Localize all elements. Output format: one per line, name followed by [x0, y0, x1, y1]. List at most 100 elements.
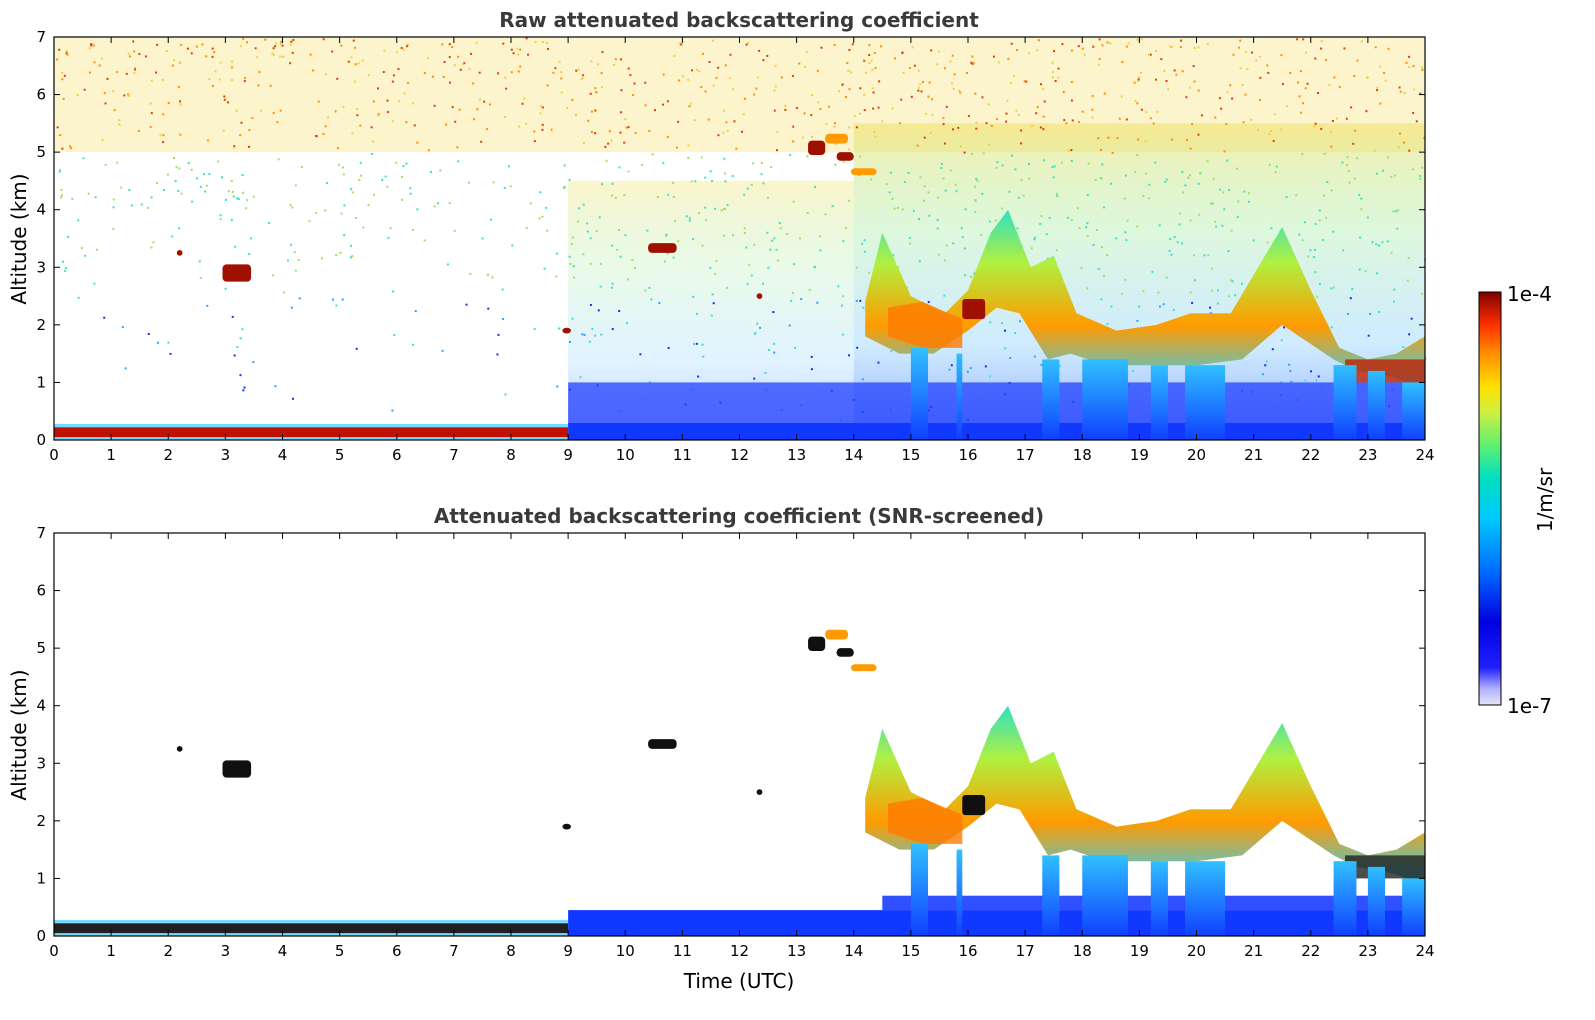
x-tick-label: 21	[1244, 942, 1263, 960]
y-tick-label: 2	[36, 316, 46, 334]
y-tick-label: 1	[36, 373, 46, 391]
x-tick-label: 10	[616, 446, 635, 464]
x-tick-label: 6	[392, 942, 402, 960]
x-tick-label: 24	[1415, 446, 1434, 464]
x-tick-label: 5	[335, 446, 345, 464]
y-tick-label: 7	[36, 524, 46, 542]
cloud-patch	[808, 140, 826, 156]
x-tick-label: 1	[106, 446, 116, 464]
x-tick-label: 11	[673, 942, 692, 960]
precip-column	[1367, 370, 1386, 440]
y-tick-label: 5	[36, 639, 46, 657]
cloud-patch	[562, 823, 571, 830]
x-tick-label: 20	[1187, 942, 1206, 960]
colorbar-scale	[1478, 291, 1502, 706]
x-tick-label: 12	[730, 446, 749, 464]
x-axis: 0 1 2 3 4 5 6 7 8 9 10 11 12 13 14 15 16 17 18 19 20 21 22 23 24	[49, 37, 1435, 464]
low-echo	[568, 910, 1425, 936]
x-tick-label: 12	[730, 942, 749, 960]
x-tick-label: 19	[1130, 942, 1149, 960]
precip-column	[1150, 861, 1168, 936]
precip-column	[1333, 861, 1357, 936]
x-tick-label: 7	[449, 446, 459, 464]
y-tick-label: 3	[36, 258, 46, 276]
raw-backscatter-panel: Raw attenuated backscattering coefficien…	[7, 8, 1435, 464]
cloud-patch	[836, 152, 854, 161]
x-tick-label: 3	[221, 446, 231, 464]
aerosol-core	[54, 427, 569, 438]
cloud-patch	[756, 293, 763, 299]
plot-frame	[53, 36, 1426, 441]
precip-column	[1333, 365, 1357, 440]
y-axis-label: Altitude (km)	[7, 669, 31, 800]
cloud-patch	[962, 794, 986, 816]
cloud-patch	[836, 648, 854, 657]
colorbar-unit-label: 1/m/sr	[1533, 467, 1557, 532]
precip-column	[1185, 365, 1226, 440]
precip-column	[1042, 855, 1060, 936]
precip-column	[1402, 878, 1425, 936]
cloud-system	[865, 705, 1425, 885]
x-tick-label: 17	[1016, 446, 1035, 464]
y-tick-label: 0	[36, 927, 46, 945]
low-echo	[568, 422, 1425, 440]
x-tick-label: 22	[1301, 942, 1320, 960]
y-tick-label: 6	[36, 86, 46, 104]
x-tick-label: 13	[787, 942, 806, 960]
low-noise-band	[568, 382, 1425, 423]
cloud-patch	[562, 327, 571, 334]
plot-frame	[53, 532, 1426, 937]
precip-column	[910, 347, 929, 440]
x-tick-label: 14	[844, 446, 863, 464]
cloud-patch	[176, 250, 183, 256]
x-tick-label: 16	[958, 446, 977, 464]
precip-column	[1185, 861, 1226, 936]
x-tick-label: 4	[278, 942, 288, 960]
chart-title: Attenuated backscattering coefficient (S…	[434, 504, 1044, 528]
x-tick-label: 18	[1073, 942, 1092, 960]
x-tick-label: 7	[449, 942, 459, 960]
x-tick-label: 24	[1415, 942, 1434, 960]
x-tick-label: 0	[49, 446, 59, 464]
precip-column	[1082, 359, 1128, 440]
x-tick-label: 8	[506, 942, 516, 960]
x-tick-label: 4	[278, 446, 288, 464]
y-tick-label: 0	[36, 431, 46, 449]
x-axis: 0 1 2 3 4 5 6 7 8 9 10 11 12 13 14 15 16 17 18 19 20 21 22 23 24	[49, 533, 1435, 960]
precip-column	[910, 843, 929, 936]
cloud-core	[888, 797, 963, 844]
precip-column	[1402, 382, 1425, 440]
plot-area	[54, 37, 1427, 440]
precip-column	[1042, 359, 1060, 440]
precip-column	[956, 849, 963, 936]
x-tick-label: 20	[1187, 446, 1206, 464]
cloud-patch	[756, 789, 763, 795]
x-tick-label: 21	[1244, 446, 1263, 464]
x-axis-label: Time (UTC)	[683, 969, 795, 993]
cloud-patch	[222, 760, 252, 778]
x-tick-label: 2	[163, 942, 173, 960]
x-tick-label: 14	[844, 942, 863, 960]
y-axis-label: Altitude (km)	[7, 173, 31, 304]
colorbar: 1e-4 1e-7 1/m/sr	[1478, 282, 1557, 718]
noise-speckle	[56, 37, 1427, 436]
cloud-system	[865, 209, 1425, 389]
x-tick-label: 17	[1016, 942, 1035, 960]
cloud-patch	[648, 243, 677, 253]
x-tick-label: 1	[106, 942, 116, 960]
x-tick-label: 6	[392, 446, 402, 464]
cloud-patch	[962, 298, 986, 320]
colorbar-min-label: 1e-7	[1507, 694, 1552, 718]
cloud-patch	[808, 636, 826, 652]
precip-column	[956, 353, 963, 440]
cloud-core	[888, 301, 963, 348]
precip-column	[1150, 365, 1168, 440]
x-tick-label: 10	[616, 942, 635, 960]
cloud-patch	[825, 629, 849, 640]
y-tick-label: 2	[36, 812, 46, 830]
x-tick-label: 16	[958, 942, 977, 960]
x-tick-label: 18	[1073, 446, 1092, 464]
cloud-patch	[648, 739, 677, 749]
cloud-patch	[850, 664, 877, 672]
x-tick-label: 15	[901, 446, 920, 464]
